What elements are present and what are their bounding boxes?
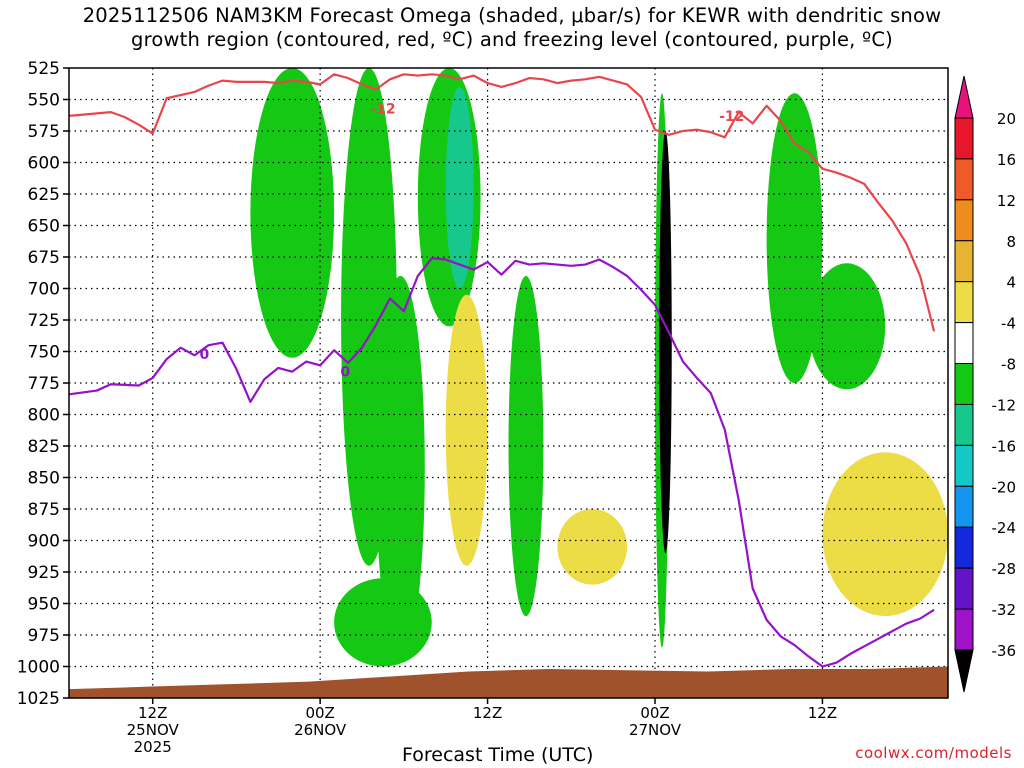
x-tick-label-42-1: 27NOV bbox=[629, 721, 682, 739]
x-tick-label-6-2: 2025 bbox=[134, 738, 172, 756]
omega-region-13 bbox=[822, 452, 948, 617]
omega-region-0 bbox=[250, 68, 335, 358]
y-tick-label-750: 750 bbox=[28, 343, 60, 363]
y-tick-label-975: 975 bbox=[28, 626, 60, 646]
omega-region-5 bbox=[445, 86, 474, 289]
colorbar-top-triangle bbox=[954, 75, 974, 119]
colorbar-label--16: -16 bbox=[992, 437, 1017, 455]
colorbar-swatch--24 bbox=[954, 526, 974, 569]
omega-region-3 bbox=[334, 578, 432, 667]
chart-title-line2: growth region (contoured, red, ºC) and f… bbox=[131, 28, 893, 51]
x-tick-label-42-0: 00Z bbox=[640, 704, 669, 722]
y-tick-label-850: 850 bbox=[28, 469, 60, 489]
y-tick-label-625: 625 bbox=[28, 185, 60, 205]
y-tick-label-700: 700 bbox=[28, 280, 60, 300]
colorbar-label--36: -36 bbox=[992, 642, 1017, 660]
colorbar-label-20: 20 bbox=[997, 110, 1016, 128]
colorbar-label--20: -20 bbox=[992, 478, 1017, 496]
dgz-contour-line bbox=[68, 73, 936, 332]
y-tick-label-925: 925 bbox=[28, 563, 60, 583]
x-tick-label-6-0: 12Z bbox=[138, 704, 167, 722]
x-tick-label-6-1: 25NOV bbox=[127, 721, 180, 739]
chart-title: 2025112506 NAM3KM Forecast Omega (shaded… bbox=[0, 4, 1024, 52]
colorbar-swatch-12 bbox=[954, 199, 974, 242]
y-tick-label-650: 650 bbox=[28, 217, 60, 237]
credit-text[interactable]: coolwx.com/models bbox=[855, 744, 1012, 762]
y-tick-label-575: 575 bbox=[28, 122, 60, 142]
colorbar-swatch-16 bbox=[954, 158, 974, 201]
y-tick-label-600: 600 bbox=[28, 154, 60, 174]
colorbar-label--8: -8 bbox=[1001, 356, 1016, 374]
omega-region-8 bbox=[766, 93, 823, 383]
colorbar-label--32: -32 bbox=[992, 601, 1017, 619]
colorbar-swatch-8 bbox=[954, 240, 974, 283]
colorbar-swatch-20 bbox=[954, 117, 974, 160]
colorbar-swatch--28 bbox=[954, 567, 974, 610]
y-tick-label-725: 725 bbox=[28, 311, 60, 331]
y-tick-label-800: 800 bbox=[28, 406, 60, 426]
chart-title-line1: 2025112506 NAM3KM Forecast Omega (shaded… bbox=[82, 4, 942, 27]
y-tick-label-550: 550 bbox=[28, 91, 60, 111]
colorbar-label-16: 16 bbox=[997, 151, 1016, 169]
colorbar-label--24: -24 bbox=[992, 519, 1017, 537]
colorbar-label--4: -4 bbox=[1001, 315, 1016, 333]
y-tick-label-525: 525 bbox=[28, 59, 60, 79]
colorbar-label--28: -28 bbox=[992, 560, 1017, 578]
x-tick-label-18-0: 00Z bbox=[305, 704, 334, 722]
omega-region-2 bbox=[375, 275, 425, 661]
colorbar: 20 16 12 8 4 -4 -8 -12 -16 -20 -24 -28 -32 -36 bbox=[954, 75, 1017, 693]
colorbar-swatch--16 bbox=[954, 444, 974, 487]
x-tick-label-54-0: 12Z bbox=[808, 704, 837, 722]
colorbar-label--12: -12 bbox=[992, 396, 1017, 414]
terrain-fill bbox=[69, 666, 948, 698]
x-tick-label-18-1: 26NOV bbox=[294, 721, 347, 739]
contour-label-0-0: -12 bbox=[370, 101, 395, 117]
y-axis: 525 550 575 600 625 650 675 700 725 750 775 800 825 8… bbox=[17, 59, 69, 709]
y-tick-label-950: 950 bbox=[28, 595, 60, 615]
plot-area: -12 -12 0 0 bbox=[68, 67, 949, 699]
contour-label-1-1: 0 bbox=[340, 365, 350, 381]
colorbar-swatch--12 bbox=[954, 403, 974, 446]
y-tick-label-1025: 1025 bbox=[17, 689, 60, 709]
contour-label-0-1: -12 bbox=[719, 109, 744, 125]
omega-region-10 bbox=[659, 130, 672, 554]
colorbar-swatch--32 bbox=[954, 608, 974, 651]
y-tick-label-900: 900 bbox=[28, 532, 60, 552]
colorbar-label-12: 12 bbox=[997, 192, 1016, 210]
colorbar-bottom-triangle bbox=[954, 649, 974, 693]
colorbar-swatch-4 bbox=[954, 281, 974, 324]
omega-region-9 bbox=[808, 263, 886, 390]
omega-region-12 bbox=[557, 509, 628, 585]
colorbar-label-8: 8 bbox=[1006, 233, 1016, 251]
colorbar-swatch--4 bbox=[954, 322, 974, 365]
y-tick-label-825: 825 bbox=[28, 437, 60, 457]
colorbar-label-4: 4 bbox=[1006, 274, 1016, 292]
colorbar-swatch--8 bbox=[954, 363, 974, 405]
y-tick-label-775: 775 bbox=[28, 374, 60, 394]
y-tick-label-1000: 1000 bbox=[17, 658, 60, 678]
y-tick-label-875: 875 bbox=[28, 500, 60, 520]
x-tick-label-30-0: 12Z bbox=[473, 704, 502, 722]
omega-region-11 bbox=[445, 294, 488, 566]
x-axis-title: Forecast Time (UTC) bbox=[402, 744, 594, 766]
freezing-level-line bbox=[68, 257, 935, 668]
contour-label-1-0: 0 bbox=[199, 347, 209, 363]
colorbar-swatch--20 bbox=[954, 485, 974, 528]
y-tick-label-675: 675 bbox=[28, 248, 60, 268]
